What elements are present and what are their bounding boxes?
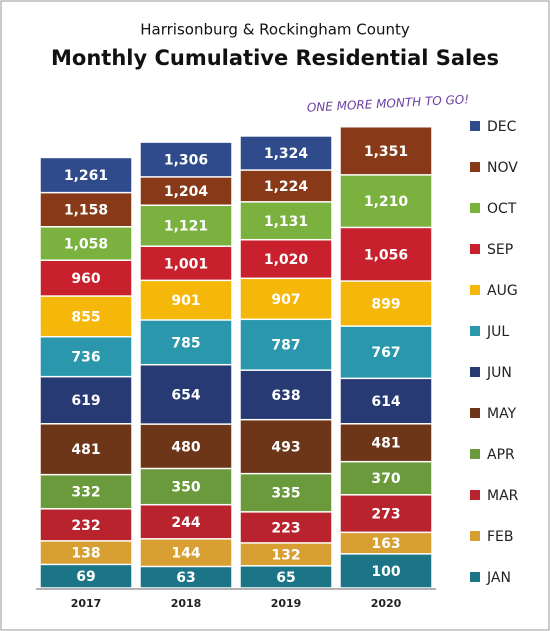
value-label: 65 [276, 570, 295, 586]
legend-swatch [470, 203, 480, 213]
bar [339, 553, 433, 589]
value-label: 1,324 [264, 146, 309, 162]
legend-label: APR [487, 447, 515, 463]
legend-label: NOV [487, 160, 518, 176]
chart-title: Monthly Cumulative Residential Sales [51, 46, 499, 70]
value-label: 1,001 [164, 256, 208, 272]
legend-swatch [470, 244, 480, 254]
value-label: 1,158 [64, 203, 108, 219]
legend-label: OCT [487, 201, 517, 217]
value-label: 335 [271, 486, 300, 502]
legend-swatch [470, 162, 480, 172]
value-label: 1,261 [64, 168, 108, 184]
value-label: 332 [71, 485, 100, 501]
x-tick-label: 2018 [171, 597, 202, 610]
legend-swatch [470, 572, 480, 582]
value-label: 163 [371, 536, 400, 552]
value-label: 273 [371, 507, 400, 523]
x-tick-label: 2020 [371, 597, 402, 610]
legend-swatch [470, 121, 480, 131]
legend-swatch [470, 408, 480, 418]
legend-swatch [470, 490, 480, 500]
value-label: 481 [71, 442, 100, 458]
value-label: 1,306 [164, 153, 208, 169]
value-label: 232 [71, 518, 100, 534]
value-label: 1,351 [364, 144, 408, 160]
value-label: 1,204 [164, 184, 209, 200]
value-label: 1,131 [264, 214, 308, 230]
value-label: 480 [171, 439, 200, 455]
value-label: 767 [371, 345, 400, 361]
value-label: 1,121 [164, 219, 208, 235]
value-label: 69 [76, 569, 95, 585]
legend-label: MAR [487, 488, 519, 504]
value-label: 1,056 [364, 247, 408, 263]
x-tick-label: 2019 [271, 597, 302, 610]
legend-swatch [470, 449, 480, 459]
value-label: 63 [176, 570, 195, 586]
value-label: 144 [171, 546, 200, 562]
value-label: 493 [271, 440, 300, 456]
legend-label: MAY [487, 406, 517, 422]
value-label: 736 [71, 350, 100, 366]
value-label: 899 [371, 297, 400, 313]
value-label: 638 [271, 388, 300, 404]
bar [39, 563, 133, 589]
value-label: 907 [271, 292, 300, 308]
x-tick-label: 2017 [71, 597, 102, 610]
value-label: 901 [171, 293, 200, 309]
legend-label: AUG [487, 283, 518, 299]
value-label: 1,020 [264, 252, 309, 268]
bar [139, 565, 233, 589]
legend-label: FEB [487, 529, 514, 545]
legend-swatch [470, 531, 480, 541]
legend-swatch [470, 285, 480, 295]
value-label: 244 [171, 515, 200, 531]
value-label: 785 [171, 335, 200, 351]
value-label: 1,224 [264, 179, 309, 195]
value-label: 1,058 [64, 236, 108, 252]
legend-label: JAN [486, 570, 511, 586]
legend-label: DEC [487, 119, 517, 135]
value-label: 855 [71, 309, 100, 325]
bar [239, 565, 333, 589]
legend-swatch [470, 367, 480, 377]
value-label: 481 [371, 436, 400, 452]
value-label: 350 [171, 480, 200, 496]
value-label: 654 [171, 387, 200, 403]
value-label: 960 [71, 271, 100, 287]
value-label: 138 [71, 546, 100, 562]
chart-subtitle: Harrisonburg & Rockingham County [140, 21, 410, 39]
legend-label: JUL [486, 324, 509, 340]
value-label: 100 [371, 564, 400, 580]
value-label: 619 [71, 393, 100, 409]
value-label: 1,210 [364, 194, 409, 210]
value-label: 370 [371, 471, 400, 487]
value-label: 223 [271, 520, 300, 536]
legend-label: JUN [486, 365, 512, 381]
value-label: 132 [271, 547, 300, 563]
value-label: 614 [371, 394, 400, 410]
value-label: 787 [271, 338, 300, 354]
legend-label: SEP [487, 242, 513, 258]
legend-swatch [470, 326, 480, 336]
